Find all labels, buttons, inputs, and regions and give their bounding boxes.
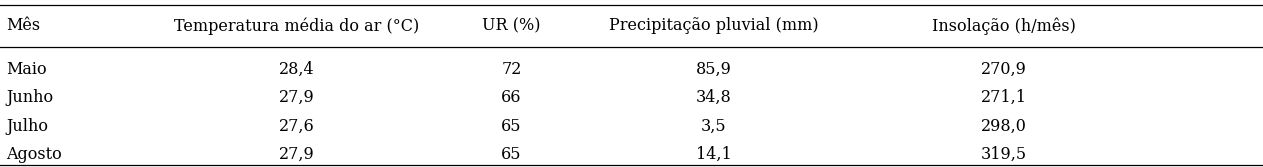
- Text: 27,6: 27,6: [279, 118, 314, 135]
- Text: 270,9: 270,9: [981, 61, 1027, 78]
- Text: 14,1: 14,1: [696, 146, 731, 163]
- Text: 298,0: 298,0: [981, 118, 1027, 135]
- Text: 27,9: 27,9: [279, 146, 314, 163]
- Text: 28,4: 28,4: [279, 61, 314, 78]
- Text: 65: 65: [501, 146, 522, 163]
- Text: 319,5: 319,5: [981, 146, 1027, 163]
- Text: 85,9: 85,9: [696, 61, 731, 78]
- Text: 34,8: 34,8: [696, 89, 731, 106]
- Text: 66: 66: [501, 89, 522, 106]
- Text: 72: 72: [501, 61, 522, 78]
- Text: Precipitação pluvial (mm): Precipitação pluvial (mm): [609, 17, 818, 34]
- Text: Insolação (h/mês): Insolação (h/mês): [932, 17, 1076, 35]
- Text: Temperatura média do ar (°C): Temperatura média do ar (°C): [174, 17, 419, 35]
- Text: 27,9: 27,9: [279, 89, 314, 106]
- Text: Agosto: Agosto: [6, 146, 62, 163]
- Text: Junho: Junho: [6, 89, 53, 106]
- Text: UR (%): UR (%): [482, 17, 541, 34]
- Text: 65: 65: [501, 118, 522, 135]
- Text: 271,1: 271,1: [981, 89, 1027, 106]
- Text: Mês: Mês: [6, 17, 40, 34]
- Text: Julho: Julho: [6, 118, 48, 135]
- Text: 3,5: 3,5: [701, 118, 726, 135]
- Text: Maio: Maio: [6, 61, 47, 78]
